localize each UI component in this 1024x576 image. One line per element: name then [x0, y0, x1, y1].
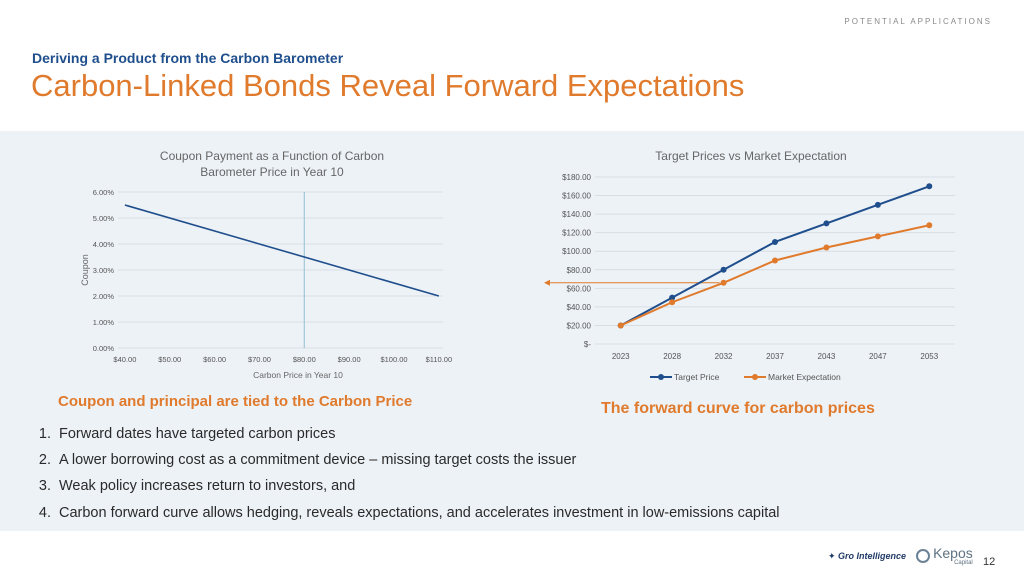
- x-tick-label: 2047: [869, 352, 887, 361]
- market-expectation-point: [669, 299, 676, 306]
- x-tick-label: $50.00: [158, 355, 181, 364]
- bullet-item: Carbon forward curve allows hedging, rev…: [55, 500, 1015, 526]
- x-tick-label: 2023: [612, 352, 630, 361]
- market-expectation-point: [772, 257, 778, 264]
- annotation-arrow-head: [544, 279, 550, 286]
- bullet-item: A lower borrowing cost as a commitment d…: [55, 447, 1015, 473]
- x-axis-title: Carbon Price in Year 10: [253, 370, 343, 380]
- target-price-point: [720, 266, 727, 273]
- y-tick-label: 1.00%: [93, 318, 115, 327]
- legend-swatch-marker: [658, 374, 664, 380]
- section-kicker: POTENTIAL APPLICATIONS: [844, 17, 992, 26]
- x-tick-label: 2028: [663, 352, 681, 361]
- y-axis-title: Coupon: [80, 254, 90, 286]
- slide-subtitle: Deriving a Product from the Carbon Barom…: [32, 50, 344, 66]
- y-tick-label: 3.00%: [93, 266, 115, 275]
- right-caption: The forward curve for carbon prices: [601, 400, 875, 417]
- y-tick-label: $80.00: [567, 266, 592, 275]
- x-tick-label: 2032: [715, 352, 733, 361]
- chart-title-line: Coupon Payment as a Function of Carbon: [160, 149, 384, 163]
- coupon-chart: Coupon Payment as a Function of Carbon Ba…: [68, 140, 478, 390]
- coupon-chart-svg: Coupon Payment as a Function of Carbon Ba…: [80, 149, 453, 380]
- y-tick-label: $100.00: [562, 247, 591, 256]
- target-price-point: [823, 220, 830, 227]
- chart-title-line: Barometer Price in Year 10: [200, 165, 344, 179]
- x-tick-label: $60.00: [203, 355, 226, 364]
- y-tick-label: 2.00%: [93, 292, 115, 301]
- y-tick-label: $140.00: [562, 210, 591, 219]
- legend-swatch-marker: [752, 374, 758, 380]
- target-price-point: [669, 294, 676, 301]
- gro-intelligence-logo: ✦ Gro Intelligence: [828, 550, 907, 561]
- y-tick-label: $160.00: [562, 192, 591, 201]
- x-tick-label: $100.00: [380, 355, 407, 364]
- y-tick-label: 0.00%: [93, 344, 115, 353]
- x-tick-label: 2043: [818, 352, 836, 361]
- chart-title: Target Prices vs Market Expectation: [655, 149, 846, 163]
- forward-curve-chart: Target Prices vs Market Expectation $- $20…: [540, 140, 970, 390]
- x-tick-label: $110.00: [426, 355, 453, 364]
- target-price-point: [772, 238, 778, 245]
- kepos-mark-icon: [916, 549, 931, 563]
- charts-panel: [0, 131, 1024, 531]
- bullet-item: Forward dates have targeted carbon price…: [55, 421, 1015, 447]
- kepos-capital-logo: Kepos Capital: [916, 546, 973, 566]
- y-tick-label: $-: [584, 340, 591, 349]
- target-price-point: [874, 201, 881, 208]
- y-tick-label: 5.00%: [93, 214, 115, 223]
- market-expectation-point: [874, 233, 881, 240]
- footer-logos: ✦ Gro Intelligence Kepos Capital: [828, 546, 973, 566]
- x-tick-label: 2037: [766, 352, 784, 361]
- x-tick-label: $80.00: [293, 355, 316, 364]
- market-expectation-point: [617, 322, 624, 329]
- slide-title: Carbon-Linked Bonds Reveal Forward Expec…: [31, 68, 745, 103]
- y-tick-label: $120.00: [562, 229, 591, 238]
- x-tick-label: $40.00: [113, 355, 136, 364]
- y-tick-label: 4.00%: [93, 240, 115, 249]
- y-tick-label: $40.00: [567, 303, 592, 312]
- y-tick-label: 6.00%: [93, 188, 115, 197]
- market-expectation-point: [720, 279, 727, 286]
- y-tick-label: $20.00: [567, 321, 592, 330]
- left-caption: Coupon and principal are tied to the Car…: [58, 393, 413, 410]
- y-tick-label: $180.00: [562, 173, 591, 182]
- market-expectation-point: [823, 244, 830, 251]
- forward-curve-svg: Target Prices vs Market Expectation $- $20…: [544, 149, 955, 382]
- legend-label: Market Expectation: [768, 372, 841, 382]
- x-tick-label: $70.00: [248, 355, 271, 364]
- y-tick-label: $60.00: [567, 284, 592, 293]
- coupon-series-line: [124, 204, 440, 297]
- target-price-point: [926, 183, 933, 190]
- market-expectation-point: [926, 222, 933, 229]
- page-number: 12: [983, 556, 996, 568]
- key-points-list: Forward dates have targeted carbon price…: [35, 421, 1015, 526]
- x-tick-label: $90.00: [338, 355, 361, 364]
- bullet-item: Weak policy increases return to investor…: [55, 473, 1015, 499]
- x-tick-label: 2053: [920, 352, 938, 361]
- legend-label: Target Price: [674, 372, 720, 382]
